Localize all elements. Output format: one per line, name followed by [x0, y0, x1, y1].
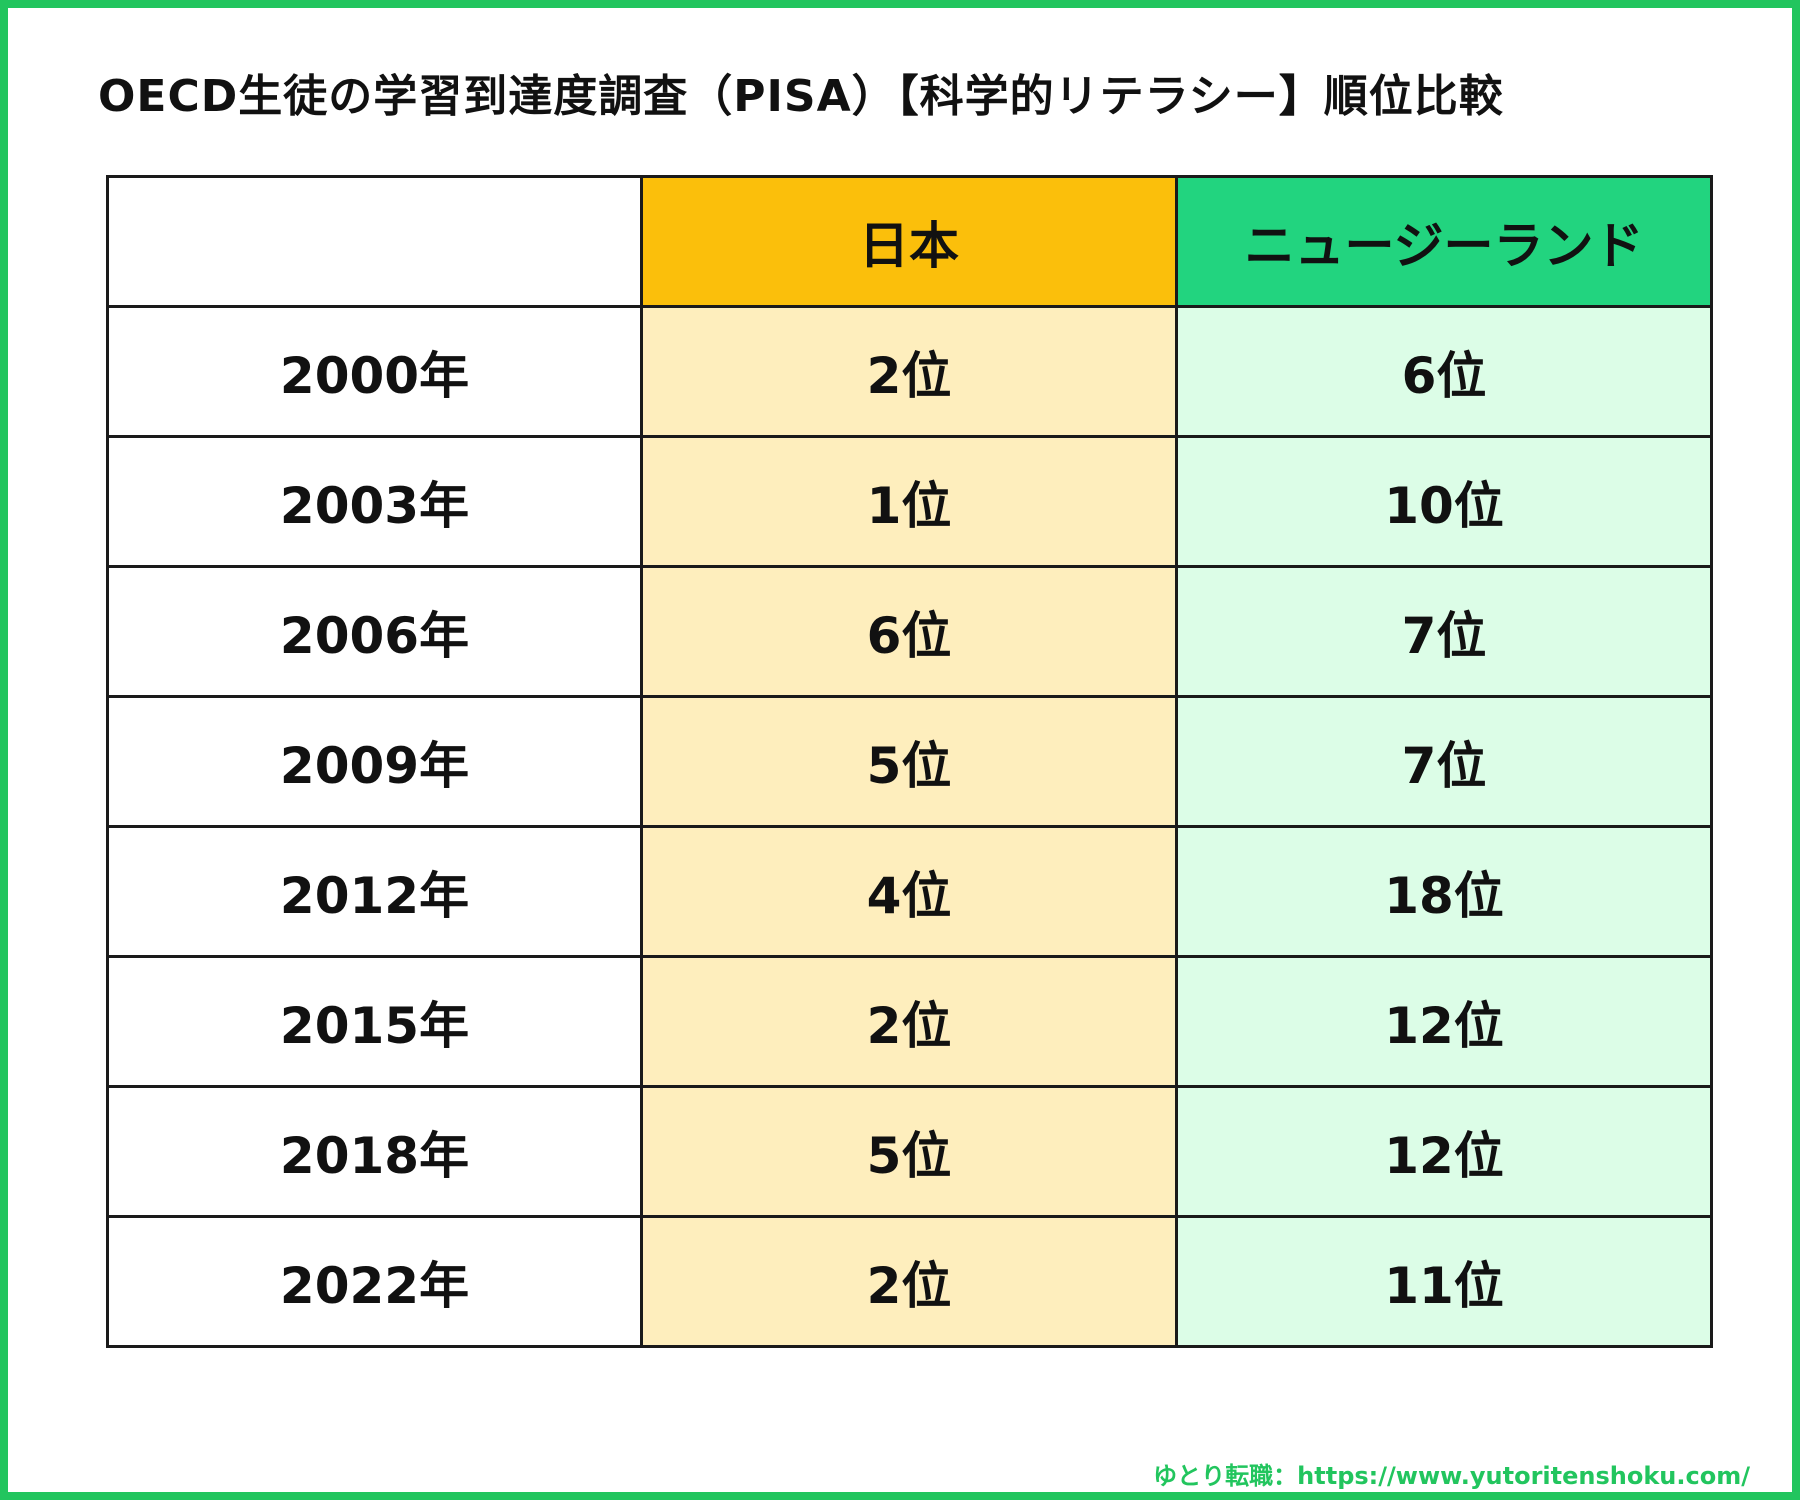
table-header-row: 日本 ニュージーランド	[106, 175, 1713, 308]
table-row: 2000年 2位 6位	[106, 305, 1713, 438]
header-blank-cell	[106, 175, 643, 308]
year-cell: 2022年	[106, 1215, 643, 1348]
japan-rank-cell: 6位	[640, 565, 1178, 698]
table-row: 2018年 5位 12位	[106, 1085, 1713, 1218]
header-new-zealand: ニュージーランド	[1175, 175, 1713, 308]
page-title: OECD生徒の学習到達度調査（PISA）【科学的リテラシー】順位比較	[98, 71, 1504, 122]
year-cell: 2012年	[106, 825, 643, 958]
header-japan: 日本	[640, 175, 1178, 308]
japan-rank-cell: 2位	[640, 1215, 1178, 1348]
japan-rank-cell: 4位	[640, 825, 1178, 958]
year-cell: 2006年	[106, 565, 643, 698]
table-row: 2012年 4位 18位	[106, 825, 1713, 958]
ranking-table: 日本 ニュージーランド 2000年 2位 6位 2003年 1位 10位 200…	[106, 175, 1713, 1348]
japan-rank-cell: 5位	[640, 1085, 1178, 1218]
nz-rank-cell: 12位	[1175, 955, 1713, 1088]
table-row: 2022年 2位 11位	[106, 1215, 1713, 1348]
year-cell: 2000年	[106, 305, 643, 438]
nz-rank-cell: 12位	[1175, 1085, 1713, 1218]
year-cell: 2018年	[106, 1085, 643, 1218]
japan-rank-cell: 1位	[640, 435, 1178, 568]
nz-rank-cell: 18位	[1175, 825, 1713, 958]
table-row: 2009年 5位 7位	[106, 695, 1713, 828]
table-row: 2006年 6位 7位	[106, 565, 1713, 698]
year-cell: 2009年	[106, 695, 643, 828]
japan-rank-cell: 2位	[640, 305, 1178, 438]
table-row: 2003年 1位 10位	[106, 435, 1713, 568]
nz-rank-cell: 7位	[1175, 695, 1713, 828]
nz-rank-cell: 7位	[1175, 565, 1713, 698]
year-cell: 2015年	[106, 955, 643, 1088]
table-row: 2015年 2位 12位	[106, 955, 1713, 1088]
nz-rank-cell: 11位	[1175, 1215, 1713, 1348]
japan-rank-cell: 2位	[640, 955, 1178, 1088]
japan-rank-cell: 5位	[640, 695, 1178, 828]
year-cell: 2003年	[106, 435, 643, 568]
source-credit: ゆとり転職：https://www.yutoritenshoku.com/	[1153, 1462, 1750, 1490]
nz-rank-cell: 10位	[1175, 435, 1713, 568]
nz-rank-cell: 6位	[1175, 305, 1713, 438]
